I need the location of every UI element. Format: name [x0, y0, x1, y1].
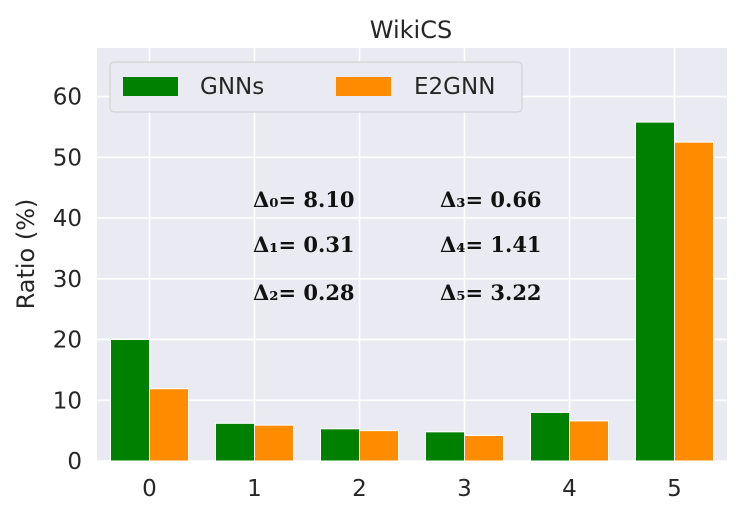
bar-e2gnn-5: [674, 141, 714, 462]
x-tick-label: 2: [352, 476, 367, 502]
plot-area: [97, 48, 727, 461]
x-tick-labels: 0 1 2 3 4 5: [142, 476, 682, 502]
bar-gnns-5: [635, 121, 675, 462]
legend-box: [109, 61, 523, 113]
x-tick-label: 1: [247, 476, 262, 502]
delta-annotation-1: Δ₁= 0.31: [253, 232, 355, 257]
bar-gnns-3: [425, 431, 465, 462]
y-tick-label: 20: [53, 328, 82, 354]
delta-annotation-2: Δ₂= 0.28: [253, 280, 355, 305]
bar-e2gnn-2: [359, 430, 399, 462]
grid: [97, 48, 727, 462]
chart-title: WikiCS: [370, 16, 452, 44]
bar-e2gnn-3: [464, 434, 504, 462]
bar-e2gnn-0: [149, 388, 189, 462]
bar-e2gnn-4: [569, 420, 609, 462]
y-tick-label: 40: [53, 206, 82, 232]
legend: GNNs E2GNN: [109, 61, 523, 113]
y-tick-label: 60: [53, 85, 82, 111]
x-tick-label: 3: [457, 476, 472, 502]
delta-annotation-4: Δ₄= 1.41: [440, 232, 542, 257]
delta-annotation-5: Δ₅= 3.22: [440, 280, 542, 305]
bar-e2gnn-1: [254, 424, 294, 462]
y-tick-labels: 0 10 20 30 40 50 60: [53, 85, 82, 475]
legend-label-e2gnn: E2GNN: [414, 74, 495, 100]
bars: [110, 121, 714, 462]
y-tick-label: 0: [67, 449, 82, 475]
x-tick-label: 0: [142, 476, 157, 502]
bar-gnns-1: [215, 422, 255, 462]
legend-swatch-gnns: [123, 77, 178, 96]
y-tick-label: 50: [53, 145, 82, 171]
delta-annotations: Δ₀= 8.10 Δ₁= 0.31 Δ₂= 0.28 Δ₃= 0.66 Δ₄= …: [253, 187, 542, 305]
legend-swatch-e2gnn: [336, 77, 391, 96]
delta-annotation-3: Δ₃= 0.66: [440, 187, 542, 212]
y-tick-label: 30: [53, 267, 82, 293]
bar-gnns-2: [320, 428, 360, 462]
x-tick-label: 4: [562, 476, 577, 502]
y-tick-label: 10: [53, 388, 82, 414]
delta-annotation-0: Δ₀= 8.10: [253, 187, 355, 212]
bar-gnns-0: [110, 339, 150, 462]
x-tick-label: 5: [667, 476, 682, 502]
y-axis-label: Ratio (%): [12, 199, 40, 310]
bar-gnns-4: [530, 411, 570, 462]
legend-label-gnns: GNNs: [200, 74, 264, 100]
